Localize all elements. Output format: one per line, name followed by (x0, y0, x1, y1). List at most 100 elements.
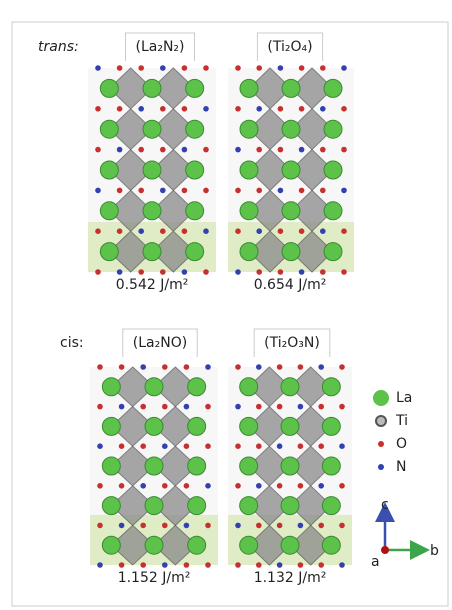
anion (182, 188, 188, 194)
anion (299, 269, 305, 275)
anion (256, 523, 262, 529)
la-atom (188, 497, 206, 515)
anion (184, 562, 190, 568)
legend-swatch (378, 464, 384, 470)
anion (162, 364, 168, 370)
anion (256, 562, 262, 568)
la-atom (143, 79, 161, 97)
anion (318, 443, 324, 449)
la-atom (324, 161, 342, 179)
la-atom (100, 79, 118, 97)
la-atom (186, 243, 204, 261)
anion (117, 106, 123, 112)
anion (119, 523, 125, 529)
la-atom (282, 120, 300, 138)
anion (95, 228, 101, 234)
anion (184, 483, 190, 489)
anion (339, 443, 345, 449)
anion (205, 562, 211, 568)
anion (235, 523, 241, 529)
structure-name: (La₂N₂) (136, 39, 185, 55)
anion (162, 523, 168, 529)
la-atom (102, 378, 120, 396)
la-atom (100, 243, 118, 261)
anion (256, 188, 262, 194)
page: trans: cis: c b a (La₂N₂)0.542 J/m²(Ti₂O… (0, 0, 452, 610)
anion (182, 269, 188, 275)
la-atom (281, 378, 299, 396)
la-atom (143, 243, 161, 261)
legend-label: La (396, 390, 412, 406)
anion (184, 523, 190, 529)
anion (97, 443, 103, 449)
panel-label: trans: (38, 39, 79, 55)
anion (117, 188, 123, 194)
la-atom (322, 497, 340, 515)
anion (162, 404, 168, 410)
anion (298, 443, 304, 449)
anion (256, 106, 262, 112)
la-atom (240, 457, 258, 475)
anion (203, 147, 209, 153)
anion (182, 147, 188, 153)
la-atom (282, 202, 300, 220)
anion (277, 364, 283, 370)
anion (299, 228, 305, 234)
la-atom (240, 497, 258, 515)
anion (138, 188, 144, 194)
anion (339, 404, 345, 410)
anion (278, 269, 284, 275)
anion (318, 562, 324, 568)
anion (341, 147, 347, 153)
la-atom (322, 378, 340, 396)
anion (97, 404, 103, 410)
la-atom (324, 120, 342, 138)
anion (235, 364, 241, 370)
anion (119, 483, 125, 489)
anion (235, 443, 241, 449)
la-atom (322, 417, 340, 435)
la-atom (188, 378, 206, 396)
la-atom (100, 202, 118, 220)
la-atom (324, 202, 342, 220)
anion (235, 404, 241, 410)
anion (182, 65, 188, 71)
anion (160, 228, 166, 234)
anion (140, 404, 146, 410)
legend-swatch (376, 416, 386, 426)
surface-energy: 0.654 J/m² (254, 277, 327, 293)
anion (160, 65, 166, 71)
anion (95, 106, 101, 112)
la-atom (102, 457, 120, 475)
anion (140, 483, 146, 489)
anion (205, 483, 211, 489)
anion (277, 404, 283, 410)
la-atom (281, 536, 299, 554)
anion (138, 106, 144, 112)
la-atom (240, 243, 258, 261)
anion (95, 188, 101, 194)
la-atom (324, 79, 342, 97)
anion (205, 364, 211, 370)
anion (235, 562, 241, 568)
anion (339, 523, 345, 529)
anion (256, 404, 262, 410)
anion (277, 483, 283, 489)
anion (205, 443, 211, 449)
anion (140, 364, 146, 370)
anion (339, 562, 345, 568)
anion (277, 562, 283, 568)
anion (235, 188, 241, 194)
la-atom (100, 161, 118, 179)
structure-name: (Ti₂O₄) (267, 39, 312, 55)
anion (256, 147, 262, 153)
anion (256, 269, 262, 275)
la-atom (322, 536, 340, 554)
anion (277, 523, 283, 529)
anion (162, 443, 168, 449)
anion (138, 228, 144, 234)
anion (203, 65, 209, 71)
anion (256, 65, 262, 71)
anion (97, 523, 103, 529)
la-atom (145, 497, 163, 515)
